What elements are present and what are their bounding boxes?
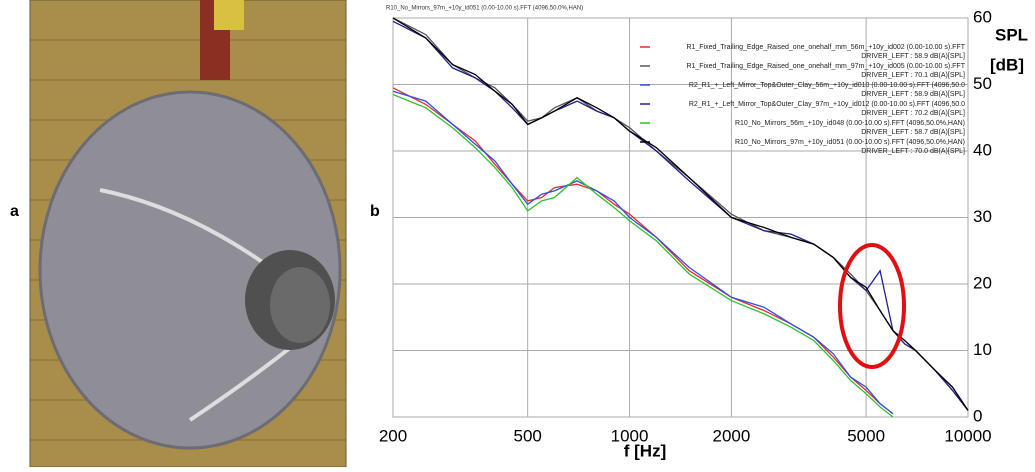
series-line [392, 93, 894, 418]
x-tick-label: 5000 [847, 426, 885, 445]
y-tick-label: 20 [973, 273, 992, 292]
plot-area: 0 10 20 30 40 50 60 200 500 1000 2000 5000 10000 R1_F… [379, 7, 992, 445]
x-tick-label: 1000 [611, 426, 649, 445]
series-line [392, 87, 894, 415]
y-axis-label: SPL [995, 25, 1028, 44]
series-line [392, 20, 969, 411]
legend-label: R1_Fixed_Trailing_Edge_Raised_one_onehal… [686, 44, 965, 51]
legend-level: DRIVER_LEFT : 70.1 dB(A)[SPL] [861, 72, 965, 79]
chart-header: R10_No_Mirrors_97m_+10y_id051 (0.00-10.0… [386, 6, 583, 12]
legend-label: R10_No_Mirrors_97m_+10y_id051 (0.00-10.0… [735, 139, 965, 146]
series-line [392, 17, 969, 411]
y-axis-label: [dB] [990, 55, 1024, 74]
panel-label: b [370, 203, 380, 220]
legend-label: R10_No_Mirrors_56m_+10y_id048 (0.00-10.0… [735, 120, 965, 127]
series-line [392, 90, 894, 415]
x-axis-label: f [Hz] [624, 441, 666, 460]
x-tick-label: 500 [513, 426, 541, 445]
y-tick-label: 50 [973, 74, 992, 93]
legend-level: DRIVER_LEFT : 58.9 dB(A)[SPL] [861, 91, 965, 98]
legend-label: R2_R1_+_Left_Mirror_Top&Outer_Clay_56m_+… [689, 82, 965, 89]
legend-level: DRIVER_LEFT : 70.2 dB(A)[SPL] [861, 110, 965, 117]
y-tick-label: 60 [973, 7, 992, 26]
x-tick-label: 10000 [944, 426, 991, 445]
legend-label: R2_R1_+_Left_Mirror_Top&Outer_Clay_97m_+… [689, 101, 965, 108]
legend-level: DRIVER_LEFT : 70.0 dB(A)[SPL] [861, 148, 965, 155]
legend-level: DRIVER_LEFT : 58.7 dB(A)[SPL] [861, 129, 965, 136]
y-tick-label: 0 [973, 406, 982, 425]
legend-label: R1_Fixed_Trailing_Edge_Raised_one_onehal… [686, 63, 965, 70]
y-tick-label: 10 [973, 340, 992, 359]
x-tick-label: 200 [379, 426, 407, 445]
y-tick-label: 30 [973, 207, 992, 226]
legend-level: DRIVER_LEFT : 58.9 dB(A)[SPL] [861, 53, 965, 60]
photo [29, 0, 347, 468]
y-tick-label: 40 [973, 140, 992, 159]
highlight-ellipse [838, 243, 906, 369]
x-tick-label: 2000 [713, 426, 751, 445]
panel-label: a [10, 203, 19, 220]
